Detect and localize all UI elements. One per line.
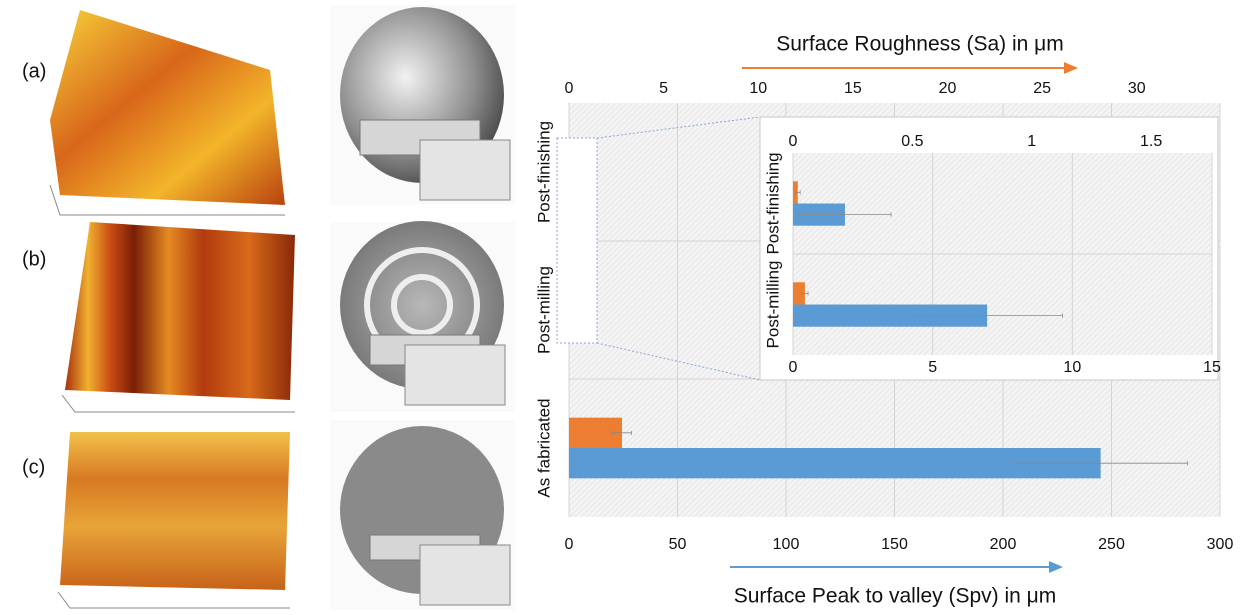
x-tick-label: 0 bbox=[565, 536, 574, 553]
category-label: Post-finishing bbox=[534, 121, 553, 223]
sample-photo bbox=[330, 221, 515, 412]
x2-tick-label: 25 bbox=[1033, 80, 1051, 97]
x2-tick-label: 0.5 bbox=[901, 133, 923, 150]
x2-tick-label: 1 bbox=[1027, 133, 1036, 150]
panel-label: (b) bbox=[22, 248, 46, 270]
x2-tick-label: 5 bbox=[659, 80, 668, 97]
panel-label: (c) bbox=[22, 456, 45, 478]
x2-tick-label: 15 bbox=[844, 80, 862, 97]
category-label: As fabricated bbox=[534, 398, 553, 497]
x2-tick-label: 0 bbox=[565, 80, 574, 97]
x-tick-label: 250 bbox=[1098, 536, 1125, 553]
x-tick-label: 200 bbox=[990, 536, 1017, 553]
figure: (a) (b) (c) Surface Roughness (Sa) in μm bbox=[0, 0, 1252, 615]
sample-photo bbox=[330, 420, 515, 610]
x-tick-label: 10 bbox=[1063, 359, 1081, 376]
x-tick-label: 15 bbox=[1203, 359, 1221, 376]
axis-arrow-head bbox=[1049, 561, 1063, 573]
inset-chart: 0 5 10 15 0 0.5 1 1.5 Post-milling Post-finishing bbox=[760, 117, 1221, 380]
x2-axis-title: Surface Roughness (Sa) in μm bbox=[776, 33, 1064, 56]
x2-tick-label: 20 bbox=[939, 80, 957, 97]
panel-label: (a) bbox=[22, 60, 46, 82]
category-label: Post-milling bbox=[763, 261, 782, 349]
x2-tick-label: 30 bbox=[1128, 80, 1146, 97]
x-tick-label: 300 bbox=[1207, 536, 1234, 553]
x-tick-label: 0 bbox=[789, 359, 798, 376]
x-tick-label: 5 bbox=[928, 359, 937, 376]
x-axis-title: Surface Peak to valley (Spv) in μm bbox=[734, 585, 1057, 608]
x2-tick-label: 1.5 bbox=[1140, 133, 1162, 150]
category-label: Post-milling bbox=[534, 266, 553, 354]
zoom-region bbox=[557, 138, 597, 343]
x2-tick-label: 0 bbox=[789, 133, 798, 150]
afm-image bbox=[58, 432, 290, 608]
category-label: Post-finishing bbox=[763, 152, 782, 254]
sample-photo bbox=[330, 5, 515, 205]
x2-tick-label: 10 bbox=[749, 80, 767, 97]
x-tick-label: 50 bbox=[669, 536, 687, 553]
afm-image bbox=[62, 222, 295, 412]
x-tick-label: 150 bbox=[881, 536, 908, 553]
afm-image bbox=[50, 10, 285, 215]
axis-arrow-head bbox=[1064, 62, 1078, 74]
x-tick-label: 100 bbox=[773, 536, 800, 553]
